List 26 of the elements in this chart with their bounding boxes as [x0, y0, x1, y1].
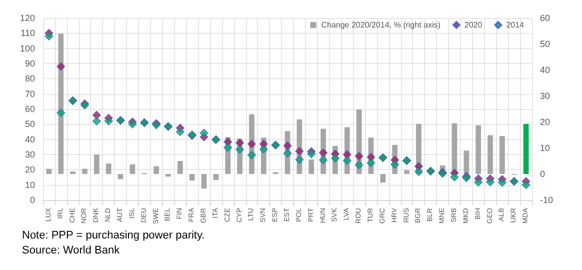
y-tick-label: 30: [24, 150, 35, 160]
legend-label: Change 2020/2014, % (right axis): [321, 20, 441, 30]
y-tick-label: 0: [30, 195, 35, 205]
y-tick-label: 50: [24, 119, 35, 130]
y-tick-label: 60: [24, 104, 35, 114]
y-tick-label: 80: [24, 74, 35, 84]
y2-tick-label: 10: [540, 143, 550, 153]
y2-tick-label: 40: [540, 65, 550, 75]
source-note: Source: World Bank: [22, 244, 120, 256]
y-tick-label: 120: [20, 13, 35, 23]
text: Note: PPP = purchasing power parity.: [22, 230, 205, 242]
y2-tick-label: 50: [540, 39, 550, 49]
y2-tick-label: 60: [540, 13, 550, 23]
y2-tick-label: 0: [540, 169, 546, 179]
y2-tick-label: -10: [540, 195, 554, 205]
y2-tick-label: 20: [540, 117, 550, 127]
legend-label: 2020: [464, 20, 483, 30]
y-tick-label: 20: [24, 164, 35, 175]
y-tick-label: 90: [24, 58, 35, 68]
y2-tick-label: 30: [540, 91, 550, 101]
y-tick-label: 110: [20, 28, 35, 38]
y-tick-label: 40: [24, 134, 35, 144]
y-tick-label: 100: [20, 43, 35, 54]
y-tick-label: 10: [24, 180, 35, 190]
legend-label: 2014: [506, 20, 525, 30]
y-tick-label: 70: [24, 88, 35, 99]
